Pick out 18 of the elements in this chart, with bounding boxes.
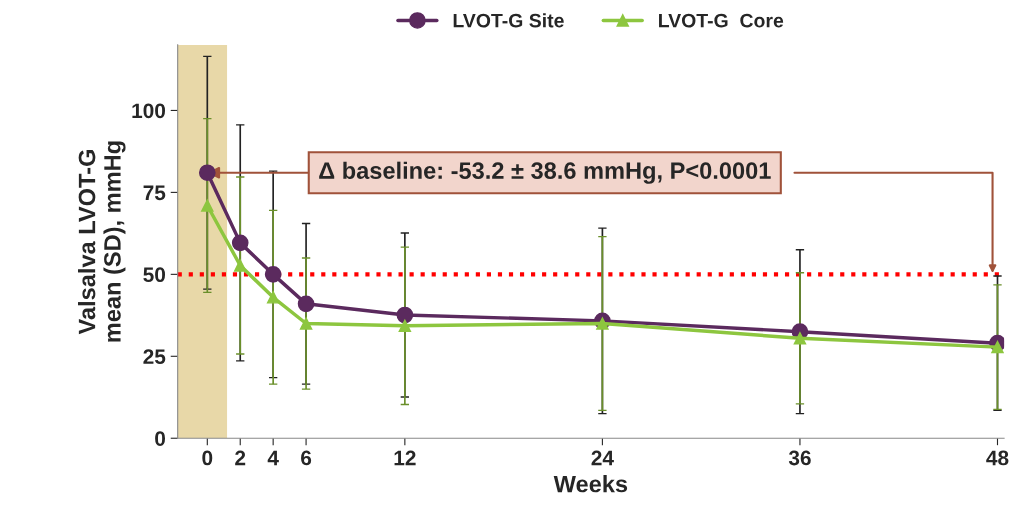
x-tick-label: 36 [788,450,811,466]
legend-label: LVOT-G Site [453,13,564,28]
y-tick-label: 50 [143,267,166,283]
y-tick-label: 100 [132,103,166,119]
x-tick-label: 24 [591,450,614,466]
y-tick-label: 25 [143,349,166,365]
x-tick-label: 6 [301,450,312,466]
y-tick-label: 0 [155,431,166,446]
annotation: Δ baseline: -53.2 ± 38.6 mmHg, P<0.0001 [319,161,771,184]
x-axis-title: Weeks [553,475,628,493]
x-tick-label: 0 [202,450,213,466]
y-axis-title: Valsalva LVOT-G mean (SD), mmHg [78,141,126,342]
x-tick-label: 4 [267,450,279,466]
x-tick-label: 12 [394,450,416,466]
x-tick-label: 2 [235,450,246,466]
x-tick-label: 48 [986,450,1009,466]
legend-label: LVOT-G Core [659,13,784,28]
y-tick-label: 75 [143,185,166,201]
